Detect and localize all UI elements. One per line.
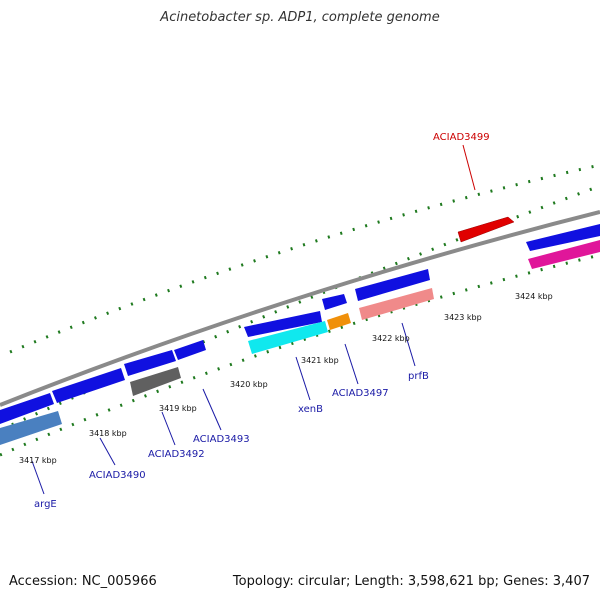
callout-arge xyxy=(31,460,45,495)
genome-summary-text: Topology: circular; Length: 3,598,621 bp… xyxy=(232,574,590,589)
callout-aciad3493 xyxy=(202,388,222,431)
kbp-label-3423: 3423 kbp xyxy=(444,313,482,322)
gene-label-aciad3492[interactable]: ACIAD3492 xyxy=(148,449,205,460)
map-title: Acinetobacter sp. ADP1, complete genome xyxy=(160,10,440,25)
gene-arge[interactable] xyxy=(0,411,62,445)
callout-aciad3490 xyxy=(99,437,116,466)
gene-magenta[interactable] xyxy=(528,240,600,269)
kbp-label-3418: 3418 kbp xyxy=(89,429,127,438)
kbp-label-3417: 3417 kbp xyxy=(19,456,57,465)
gene-label-prfb[interactable]: prfB xyxy=(408,371,429,382)
kbp-label-3421: 3421 kbp xyxy=(301,356,339,365)
gene-aciad3499[interactable] xyxy=(457,216,515,243)
gene-label-xenb[interactable]: xenB xyxy=(298,404,323,415)
kbp-label-3424: 3424 kbp xyxy=(515,292,553,301)
kbp-label-3420: 3420 kbp xyxy=(230,380,268,389)
gene-forward-5[interactable] xyxy=(174,340,206,360)
gene-xenb[interactable] xyxy=(248,321,328,354)
callout-xenb xyxy=(295,356,311,401)
gene-forward-7[interactable] xyxy=(52,368,125,403)
callout-aciad3497 xyxy=(344,343,359,385)
gene-forward-8[interactable] xyxy=(0,393,54,424)
lower-tick-ring xyxy=(0,253,600,457)
gene-forward-1[interactable] xyxy=(526,224,600,251)
gene-aciad3492[interactable] xyxy=(130,367,181,396)
gene-label-aciad3497[interactable]: ACIAD3497 xyxy=(332,388,389,399)
gene-aciad3497[interactable] xyxy=(327,313,351,330)
kbp-label-3422: 3422 kbp xyxy=(372,334,410,343)
callout-prfb xyxy=(401,322,416,367)
gene-forward-2[interactable] xyxy=(355,269,430,301)
genome-backbone xyxy=(0,210,600,407)
accession-text: Accession: NC_005966 xyxy=(9,574,157,589)
gene-forward-6[interactable] xyxy=(124,350,176,376)
kbp-label-3419: 3419 kbp xyxy=(159,404,197,413)
callout-aciad3499 xyxy=(462,144,476,191)
gene-forward-3[interactable] xyxy=(322,294,347,310)
gene-label-aciad3499[interactable]: ACIAD3499 xyxy=(433,132,490,143)
gene-prfb[interactable] xyxy=(359,288,434,320)
gene-forward-4[interactable] xyxy=(244,311,322,337)
gene-label-arge[interactable]: argE xyxy=(34,499,57,510)
gene-label-aciad3490[interactable]: ACIAD3490 xyxy=(89,470,146,481)
callout-aciad3492 xyxy=(161,411,176,446)
outer-tick-ring xyxy=(9,163,600,354)
gene-label-aciad3493[interactable]: ACIAD3493 xyxy=(193,434,250,445)
